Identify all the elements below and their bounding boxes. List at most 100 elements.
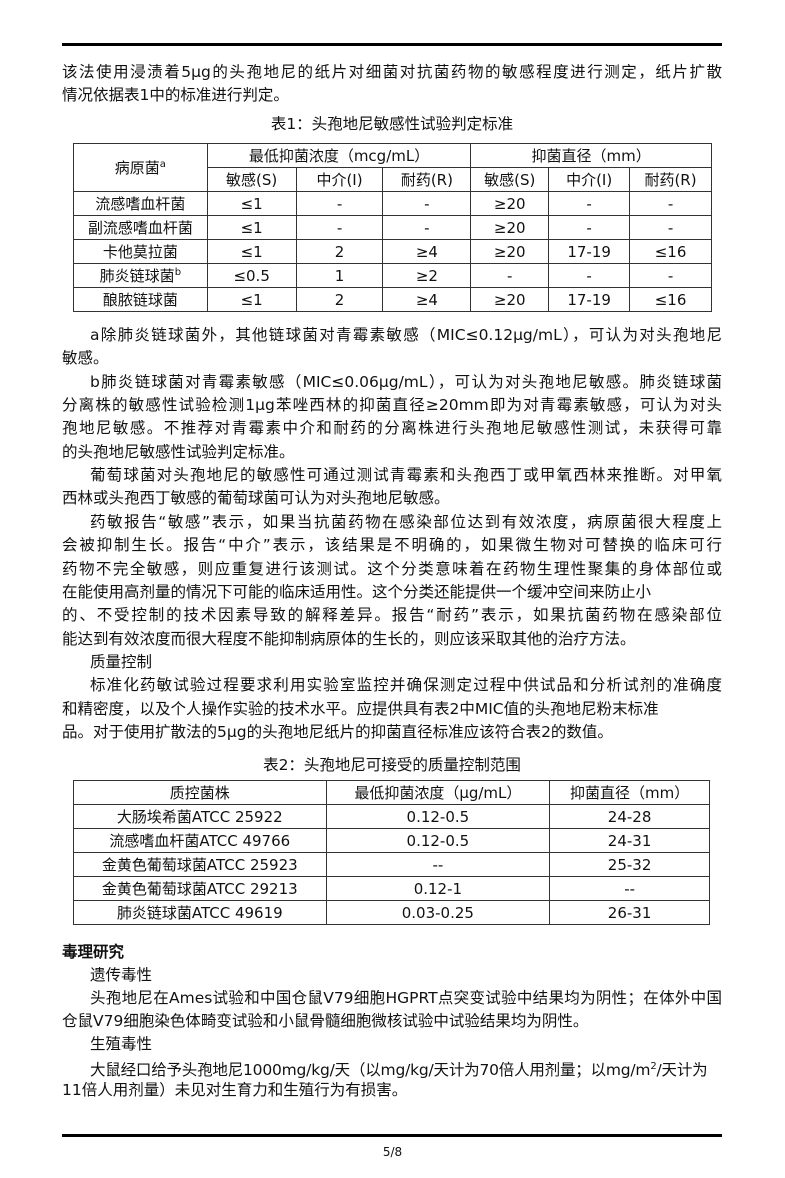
value-cell: 24-31 [549,828,710,853]
value-cell: ≤1 [206,191,297,216]
intro-line: 该法使用浸渍着5μg的头孢地尼的纸片对细菌对抗菌药物的敏感程度进行测定，纸片扩散 [62,63,722,81]
table-row: 肺炎链球菌ATCC 49619 0.03-0.25 26-31 [73,900,710,925]
header-rule [62,43,722,46]
genetic-toxicity-heading: 遗传毒性 [90,966,153,984]
value-cell: - [548,215,631,240]
repro-line: 大鼠经口给予头孢地尼1000mg/kg/天（以mg/kg/天计为70倍人用剂量；… [90,1061,708,1080]
paragraph-line: 品。对于使用扩散法的5μg的头孢地尼纸片的抑菌直径标准应该符合表2的数值。 [62,722,613,741]
pathogen-cell: 酿脓链球菌 [73,287,208,312]
mic-header: 最低抑菌浓度（mcg/mL） [206,143,472,168]
table-row: 肺炎链球菌b ≤0.5 1 ≥2- - - [73,263,712,288]
value-cell: 2 [295,287,384,312]
paragraph-line: 的头孢地尼敏感性试验判定标准。 [62,442,295,461]
paragraph-line: 的、不受控制的技术因素导致的解释差异。报告“耐药”表示，如果抗菌药物在感染部位 [62,606,722,625]
value-cell: - [295,215,384,240]
value-cell: 1 [295,263,384,288]
paragraph-line: 药物不完全敏感，则应重复进行该测试。这个分类意味着在药物生理性聚集的身体部位或 [62,559,722,578]
pathogen-cell: 副流感嗜血杆菌 [73,215,208,240]
subheader: 耐药(R) [629,167,712,192]
paragraph-line: a除肺炎链球菌外，其他链球菌对青霉素敏感（MIC≤0.12μg/mL），可认为对… [90,326,722,344]
pathogen-cell: 肺炎链球菌b [73,263,208,288]
paragraph-line: 西林或头孢西丁敏感的葡萄球菌可认为对头孢地尼敏感。 [62,489,450,508]
value-cell: ≤1 [206,287,297,312]
subheader: 中介(I) [295,167,384,192]
value-cell: 0.12-0.5 [325,804,551,829]
pathogen-cell: 流感嗜血杆菌 [73,191,208,216]
footer-rule [62,1134,722,1137]
table-row: 大肠埃希菌ATCC 25922 0.12-0.5 24-28 [73,804,710,829]
value-cell: ≥20 [470,239,550,264]
table-row: 卡他莫拉菌 ≤1 2 ≥4 ≥20 17-19 ≤16 [73,239,712,264]
column-header: 质控菌株 [73,780,327,805]
table1-caption: 表1：头孢地尼敏感性试验判定标准 [270,115,514,133]
table-row: 流感嗜血杆菌ATCC 49766 0.12-0.5 24-31 [73,828,710,853]
value-cell: 0.03-0.25 [325,900,551,925]
value-cell: - [382,191,472,216]
diameter-header: 抑菌直径（mm） [470,143,712,168]
toxicology-heading: 毒理研究 [62,943,125,961]
value-cell: 流感嗜血杆菌ATCC 49766 [73,828,327,853]
value-cell: 2 [295,239,384,264]
value-cell: - [548,191,631,216]
column-header: 抑菌直径（mm） [549,780,710,805]
paragraph-line: 葡萄球菌对头孢地尼的敏感性可通过测试青霉素和头孢西丁或甲氧西林来推断。对甲氧 [90,466,722,485]
paragraph-line: 药敏报告“敏感”表示，如果当抗菌药物在感染部位达到有效浓度，病原菌很大程度上 [90,512,722,531]
value-cell: ≤16 [629,287,712,312]
subheader: 敏感(S) [470,167,550,192]
table-row: 副流感嗜血杆菌 ≤1- - ≥20- - [73,215,712,240]
table-row: 金黄色葡萄球菌ATCC 29213 0.12-1 -- [73,876,710,901]
value-cell: ≥20 [470,215,550,240]
value-cell: - [382,215,472,240]
value-cell: ≥20 [470,191,550,216]
value-cell: ≥2 [382,263,472,288]
reproductive-toxicity-heading: 生殖毒性 [90,1035,153,1053]
value-cell: 17-19 [548,239,631,264]
subheader: 敏感(S) [206,167,297,192]
pathogen-cell: 卡他莫拉菌 [73,239,208,264]
paragraph-line: 在能使用高剂量的情况下可能的临床适用性。这个分类还能提供一个缓冲空间来防止小 [62,582,652,601]
value-cell: ≥4 [382,239,472,264]
value-cell: 25-32 [549,852,710,877]
value-cell: 26-31 [549,900,710,925]
column-header: 最低抑菌浓度（μg/mL） [325,780,551,805]
paragraph-line: 能达到有效浓度而很大程度不能抑制病原体的生长的，则应该采取其他的治疗方法。 [62,629,636,648]
value-cell: - [548,263,631,288]
paragraph-line: 标准化药敏试验过程要求利用实验室监控并确保测定过程中供试品和分析试剂的准确度 [90,676,722,695]
value-cell: -- [325,852,551,877]
value-cell: - [295,191,384,216]
paragraph-line: 孢地尼敏感。不推荐对青霉素中介和耐药的分离株进行头孢地尼敏感性测试，未获得可靠 [62,419,722,438]
value-cell: ≤1 [206,215,297,240]
table-row: 酿脓链球菌 ≤1 2 ≥4 ≥20 17-19 ≤16 [73,287,712,312]
intro-line: 情况依据表1中的标准进行判定。 [62,86,289,104]
value-cell: - [470,263,550,288]
value-cell: 24-28 [549,804,710,829]
genetic-line: 头孢地尼在Ames试验和中国仓鼠V79细胞HGPRT点突变试验中结果均为阴性；在… [90,989,722,1007]
repro-line: 11倍人用剂量）未见对生育力和生殖行为有损害。 [62,1081,408,1099]
value-cell: ≥20 [470,287,550,312]
table-row: 流感嗜血杆菌 ≤1- - ≥20- - [73,191,712,216]
paragraph-line: 敏感。 [62,349,109,368]
value-cell: 金黄色葡萄球菌ATCC 25923 [73,852,327,877]
value-cell: 肺炎链球菌ATCC 49619 [73,900,327,925]
value-cell: 0.12-1 [325,876,551,901]
value-cell: ≤0.5 [206,263,297,288]
page-number: 5/8 [382,1145,403,1159]
paragraph-line: 质量控制 [90,652,153,671]
subheader: 耐药(R) [382,167,472,192]
value-cell: 金黄色葡萄球菌ATCC 29213 [73,876,327,901]
value-cell: 17-19 [548,287,631,312]
table2: 质控菌株 最低抑菌浓度（μg/mL） 抑菌直径（mm） 大肠埃希菌ATCC 2592… [73,780,710,925]
value-cell: -- [549,876,710,901]
value-cell: ≥4 [382,287,472,312]
value-cell: 0.12-0.5 [325,828,551,853]
genetic-line: 仓鼠V79细胞染色体畸变试验和小鼠骨髓细胞微核试验中试验结果均为阴性。 [62,1012,589,1030]
table1: 病原菌a 最低抑菌浓度（mcg/mL） 抑菌直径（mm） 敏感(S) 中介(I) 耐… [73,143,712,312]
paragraph-line: 会被抑制生长。报告“中介”表示，该结果是不明确的，如果微生物对可替换的临床可行 [62,536,722,555]
value-cell: - [629,215,712,240]
paragraph-line: 分离株的敏感性试验检测1μg苯唑西林的抑菌直径≥20mm即为对青霉素敏感，可认为… [62,396,722,415]
value-cell: ≤1 [206,239,297,264]
value-cell: - [629,191,712,216]
value-cell: 大肠埃希菌ATCC 25922 [73,804,327,829]
table-row: 金黄色葡萄球菌ATCC 25923 -- 25-32 [73,852,710,877]
paragraph-line: 和精密度，以及个人操作实验的技术水平。应提供具有表2中MIC值的头孢地尼粉末标准 [62,699,659,718]
